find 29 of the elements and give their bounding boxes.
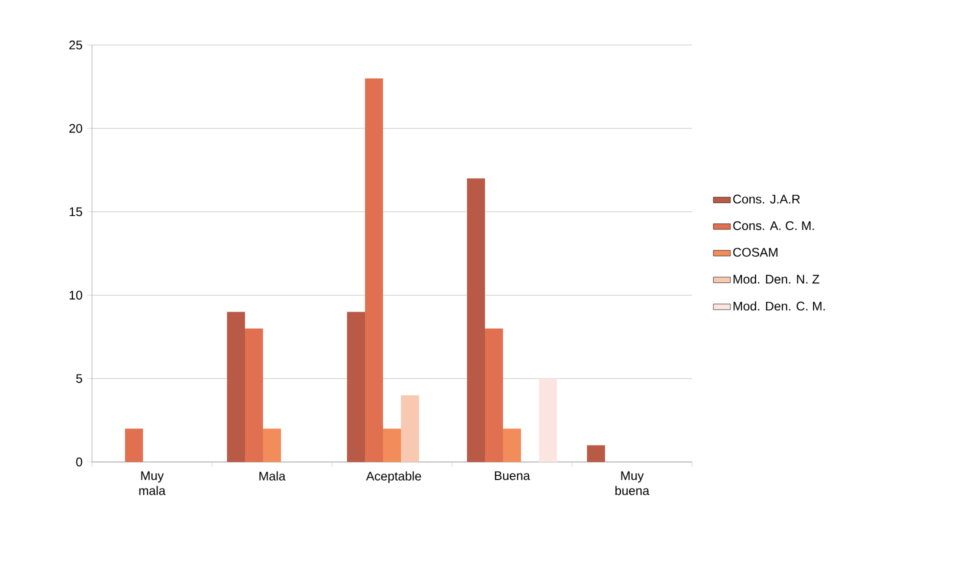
legend-label: Mod. Den. N. Z <box>734 274 820 284</box>
legend-label: COSAM <box>733 248 778 257</box>
y-tick-label: 20 <box>69 124 82 133</box>
bar <box>401 395 420 462</box>
y-tick-label: 25 <box>69 40 82 50</box>
bar <box>347 312 366 462</box>
bar <box>125 428 144 462</box>
legend-label: Cons. J.A.R <box>733 194 800 204</box>
bar <box>263 428 282 462</box>
y-tick-label: 10 <box>70 290 82 300</box>
bar <box>227 312 246 462</box>
y-tick-label: 5 <box>76 374 82 383</box>
bar <box>587 445 606 462</box>
x-tick-label: Buena <box>494 471 530 480</box>
legend-label: Mod. Den. C. M. <box>734 301 825 311</box>
bar <box>245 328 264 462</box>
x-tick-label: Muy mala <box>139 471 166 496</box>
bar <box>485 328 504 462</box>
x-tick-label: Aceptable <box>366 471 422 483</box>
bar <box>467 178 486 462</box>
x-tick-label: Muy buena <box>615 471 650 496</box>
y-tick-label: 0 <box>76 458 82 466</box>
bar <box>539 378 558 462</box>
y-tick-label: 15 <box>70 207 82 216</box>
bar <box>383 428 402 462</box>
bar <box>503 428 522 462</box>
bar <box>365 78 384 462</box>
x-tick-label: Mala <box>259 471 286 481</box>
legend-label: Cons. A. C. M. <box>733 221 814 230</box>
